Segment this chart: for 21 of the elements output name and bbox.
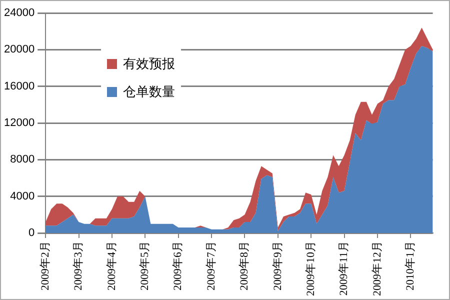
x-tick-label: 2010年1月	[404, 241, 417, 290]
y-tick-label: 24000	[4, 7, 35, 20]
legend-label: 有效预报	[123, 56, 175, 73]
x-tick-label: 2009年7月	[205, 241, 218, 290]
legend-label: 仓单数量	[123, 84, 175, 101]
x-tick-label: 2009年2月	[39, 241, 52, 290]
y-tick-label: 16000	[4, 80, 35, 92]
x-tick-label: 2009年11月	[338, 241, 350, 296]
x-tick-label: 2009年9月	[272, 241, 284, 290]
x-tick-label: 2009年4月	[106, 241, 118, 290]
y-tick-label: 4000	[10, 190, 35, 202]
x-tick-label: 2009年6月	[172, 241, 184, 290]
x-tick-label: 2009年12月	[371, 241, 384, 296]
y-tick-label: 8000	[10, 154, 35, 166]
x-tick-label: 2009年3月	[72, 241, 85, 290]
y-tick-label: 0	[28, 227, 35, 240]
y-tick-label: 12000	[4, 117, 35, 130]
x-tick-label: 2009年8月	[238, 241, 251, 290]
x-tick-label: 2009年5月	[139, 241, 152, 290]
x-tick-label: 2009年10月	[304, 241, 317, 296]
y-tick-label: 20000	[4, 44, 35, 56]
